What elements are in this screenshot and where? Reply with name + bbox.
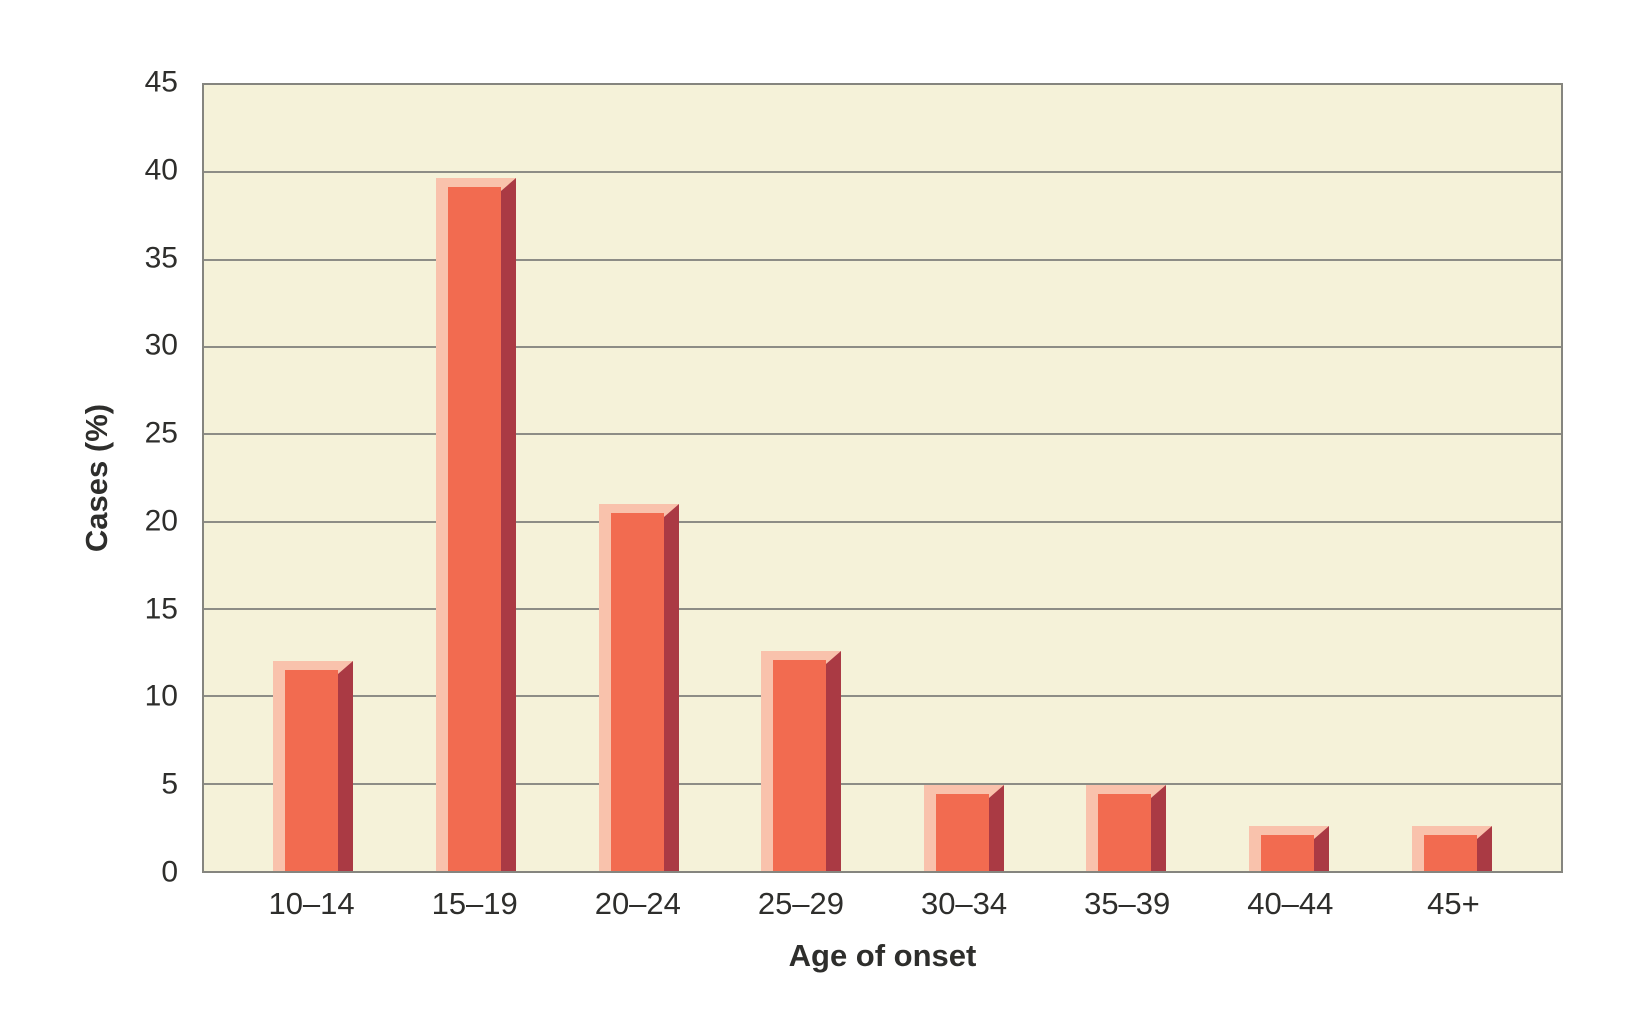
bar-top-highlight: [1086, 785, 1152, 795]
y-tick-label-10: 10: [144, 679, 178, 713]
bars-row: [204, 85, 1561, 871]
bar-right-shadow: [1476, 838, 1492, 871]
bar-20–24: [598, 504, 679, 871]
y-tick-label-40: 40: [144, 153, 178, 187]
y-tick-label-5: 5: [161, 767, 178, 801]
x-axis-title: Age of onset: [788, 938, 977, 973]
bar-corner-shadow: [826, 650, 842, 664]
gridline-5: [204, 782, 1561, 785]
x-tick-label-10–14: 10–14: [268, 886, 355, 921]
bar-left-highlight: [923, 785, 936, 871]
bar-front-face: [1423, 834, 1477, 871]
bar-45+: [1411, 825, 1492, 871]
bar-slot-45+: [1370, 85, 1533, 871]
bar-slot-35–39: [1045, 85, 1208, 871]
bar-corner-shadow: [663, 504, 679, 518]
bar-corner-shadow: [1476, 825, 1492, 839]
bar-left-highlight: [1411, 825, 1424, 871]
bar-30–34: [923, 785, 1004, 871]
bar-top-highlight: [273, 661, 339, 671]
bar-left-highlight: [435, 177, 448, 871]
bar-front-face: [447, 186, 501, 871]
bar-right-shadow: [1314, 838, 1330, 871]
gridline-30: [204, 345, 1561, 348]
bar-left-highlight: [1086, 785, 1099, 871]
bar-corner-shadow: [500, 177, 516, 191]
bar-right-shadow: [1151, 798, 1167, 871]
x-tick-label-35–39: 35–39: [1084, 886, 1171, 921]
gridline-25: [204, 433, 1561, 436]
x-tick-label-45+: 45+: [1427, 886, 1480, 921]
bar-right-shadow: [663, 517, 679, 871]
bar-front-face: [285, 670, 339, 871]
bar-right-shadow: [338, 674, 354, 871]
x-tick-label-15–19: 15–19: [431, 886, 518, 921]
bar-front-face: [773, 659, 827, 871]
y-tick-label-30: 30: [144, 328, 178, 362]
bar-15–19: [435, 177, 516, 871]
bar-left-highlight: [761, 650, 774, 871]
gridline-10: [204, 695, 1561, 698]
bar-front-face: [1098, 794, 1152, 871]
x-tick-label-25–29: 25–29: [757, 886, 845, 921]
gridline-35: [204, 258, 1561, 261]
bar-left-highlight: [273, 661, 286, 871]
bar-corner-shadow: [1314, 825, 1330, 839]
bar-slot-40–44: [1208, 85, 1371, 871]
gridlines: [204, 85, 1561, 871]
bar-left-highlight: [598, 504, 611, 871]
bar-left-highlight: [1249, 825, 1262, 871]
y-tick-label-35: 35: [144, 240, 178, 274]
bar-10–14: [273, 661, 354, 871]
bar-front-face: [610, 513, 664, 871]
bar-35–39: [1086, 785, 1167, 871]
y-axis-tick-labels: 0 5 10 15 20 25 30 35 40 45: [0, 67, 178, 887]
bar-40–44: [1249, 825, 1330, 871]
y-tick-label-15: 15: [144, 592, 178, 626]
bar-slot-20–24: [557, 85, 720, 871]
y-tick-label-0: 0: [161, 855, 178, 889]
bar-corner-shadow: [1151, 785, 1167, 799]
x-tick-label-40–44: 40–44: [1247, 886, 1334, 921]
bar-slot-10–14: [232, 85, 395, 871]
bar-front-face: [935, 794, 989, 871]
bar-slot-25–29: [720, 85, 883, 871]
x-axis-tick-labels: 10–14 15–19 20–24 25–29 30–34 35–39 40–44 45+: [202, 888, 1563, 919]
y-tick-label-45: 45: [144, 65, 178, 99]
bar-top-highlight: [761, 650, 827, 660]
gridline-20: [204, 520, 1561, 523]
bar-top-highlight: [435, 177, 501, 187]
bar-right-shadow: [826, 663, 842, 871]
plot-area: [202, 83, 1563, 873]
bar-slot-30–34: [883, 85, 1046, 871]
bar-top-highlight: [598, 504, 664, 514]
bar-top-highlight: [923, 785, 989, 795]
x-tick-label-30–34: 30–34: [920, 886, 1008, 921]
x-tick-label-20–24: 20–24: [594, 886, 681, 921]
bar-front-face: [1261, 834, 1315, 871]
bar-top-highlight: [1411, 825, 1477, 835]
y-tick-label-25: 25: [144, 416, 178, 450]
gridline-40: [204, 171, 1561, 174]
bar-right-shadow: [988, 798, 1004, 871]
bar-right-shadow: [500, 190, 516, 871]
gridline-15: [204, 607, 1561, 610]
bar-slot-15–19: [395, 85, 558, 871]
y-tick-label-20: 20: [144, 504, 178, 538]
bar-25–29: [761, 650, 842, 871]
bar-top-highlight: [1249, 825, 1315, 835]
bar-corner-shadow: [338, 661, 354, 675]
bar-corner-shadow: [988, 785, 1004, 799]
